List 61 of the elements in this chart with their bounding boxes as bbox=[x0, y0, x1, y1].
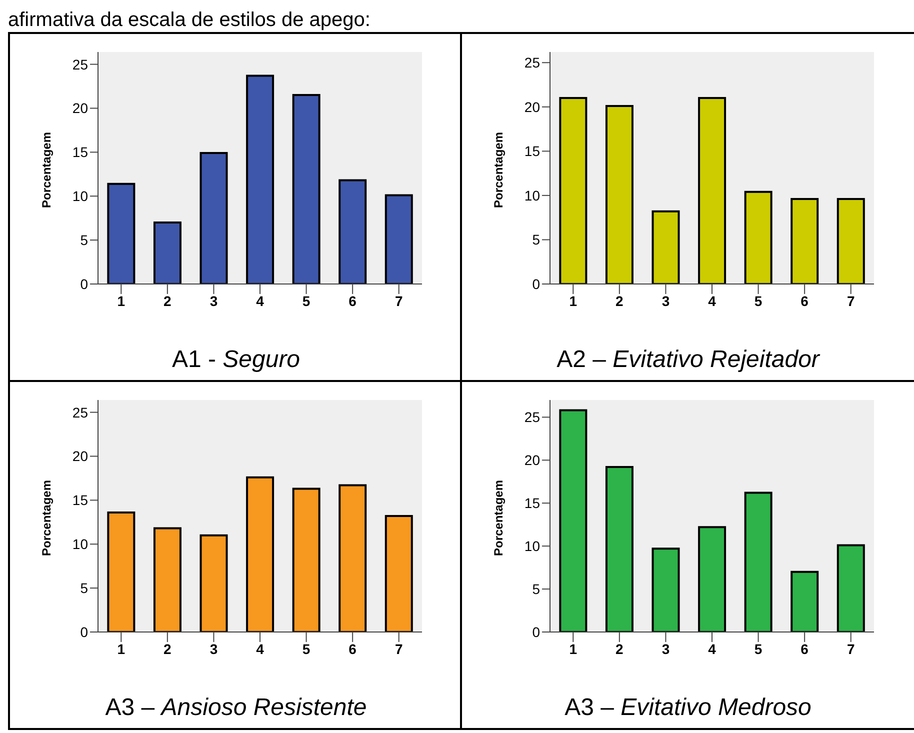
y-axis-title: Porcentagem bbox=[491, 480, 506, 556]
x-tick-label: 1 bbox=[569, 292, 578, 309]
x-tick-label: 4 bbox=[708, 292, 716, 309]
x-tick-label: 3 bbox=[662, 640, 670, 657]
x-tick-label: 6 bbox=[800, 292, 809, 309]
x-tick-label: 5 bbox=[302, 292, 310, 309]
x-tick-label: 4 bbox=[708, 640, 716, 657]
x-tick-label: 7 bbox=[846, 640, 855, 657]
y-tick-label: 0 bbox=[80, 276, 88, 292]
y-tick-label: 15 bbox=[524, 143, 540, 160]
text: afirmativa da escala de estilos de apego: bbox=[8, 8, 372, 32]
y-tick-label: 5 bbox=[532, 581, 540, 598]
y-axis-title: Porcentagem bbox=[39, 480, 54, 556]
y-tick-label: 10 bbox=[72, 536, 88, 552]
x-tick-label: 4 bbox=[256, 640, 264, 657]
y-tick-label: 0 bbox=[532, 624, 540, 640]
y-tick-label: 5 bbox=[532, 232, 540, 248]
y-tick-label: 5 bbox=[80, 580, 88, 596]
y-tick-label: 20 bbox=[524, 98, 540, 115]
text: A2 – Evitativo Rejeitador bbox=[556, 346, 820, 373]
x-tick-label: 1 bbox=[117, 640, 126, 657]
x-tick-label: 6 bbox=[348, 640, 357, 657]
y-tick-label: 25 bbox=[72, 56, 88, 72]
text: A1 - Seguro bbox=[172, 346, 300, 373]
y-tick-label: 15 bbox=[72, 492, 88, 508]
y-tick-label: 0 bbox=[80, 624, 88, 640]
y-tick-label: 20 bbox=[72, 100, 88, 116]
x-tick-label: 7 bbox=[394, 292, 403, 309]
x-tick-label: 4 bbox=[256, 292, 264, 309]
x-tick-label: 7 bbox=[846, 292, 855, 309]
y-tick-label: 20 bbox=[72, 448, 88, 464]
x-tick-label: 3 bbox=[210, 640, 218, 657]
x-tick-label: 5 bbox=[754, 292, 762, 309]
text: A3 – Evitativo Medroso bbox=[564, 694, 812, 721]
x-tick-label: 2 bbox=[164, 292, 172, 309]
x-tick-label: 1 bbox=[569, 640, 578, 657]
y-tick-label: 10 bbox=[524, 538, 540, 554]
x-tick-label: 3 bbox=[662, 292, 670, 309]
y-tick-label: 5 bbox=[80, 232, 88, 248]
y-tick-label: 15 bbox=[524, 495, 540, 512]
text: A3 – Ansioso Resistente bbox=[105, 694, 367, 721]
y-tick-label: 25 bbox=[524, 409, 540, 426]
x-tick-label: 5 bbox=[302, 640, 310, 657]
x-tick-label: 7 bbox=[394, 640, 403, 657]
y-axis-title: Porcentagem bbox=[39, 132, 54, 208]
y-tick-label: 15 bbox=[72, 144, 88, 160]
x-tick-label: 2 bbox=[616, 292, 624, 309]
y-tick-label: 10 bbox=[524, 187, 540, 204]
y-tick-label: 0 bbox=[532, 276, 540, 292]
x-tick-label: 6 bbox=[800, 640, 809, 657]
y-tick-label: 25 bbox=[72, 404, 88, 420]
x-tick-label: 5 bbox=[754, 640, 762, 657]
x-tick-label: 1 bbox=[117, 292, 126, 309]
x-tick-label: 3 bbox=[210, 292, 218, 309]
x-tick-label: 6 bbox=[348, 292, 357, 309]
y-tick-label: 20 bbox=[524, 452, 540, 468]
y-axis-title: Porcentagem bbox=[491, 132, 506, 208]
y-tick-label: 25 bbox=[524, 54, 540, 71]
y-tick-label: 10 bbox=[72, 188, 88, 204]
x-tick-label: 2 bbox=[616, 640, 624, 657]
x-tick-label: 2 bbox=[164, 640, 172, 657]
